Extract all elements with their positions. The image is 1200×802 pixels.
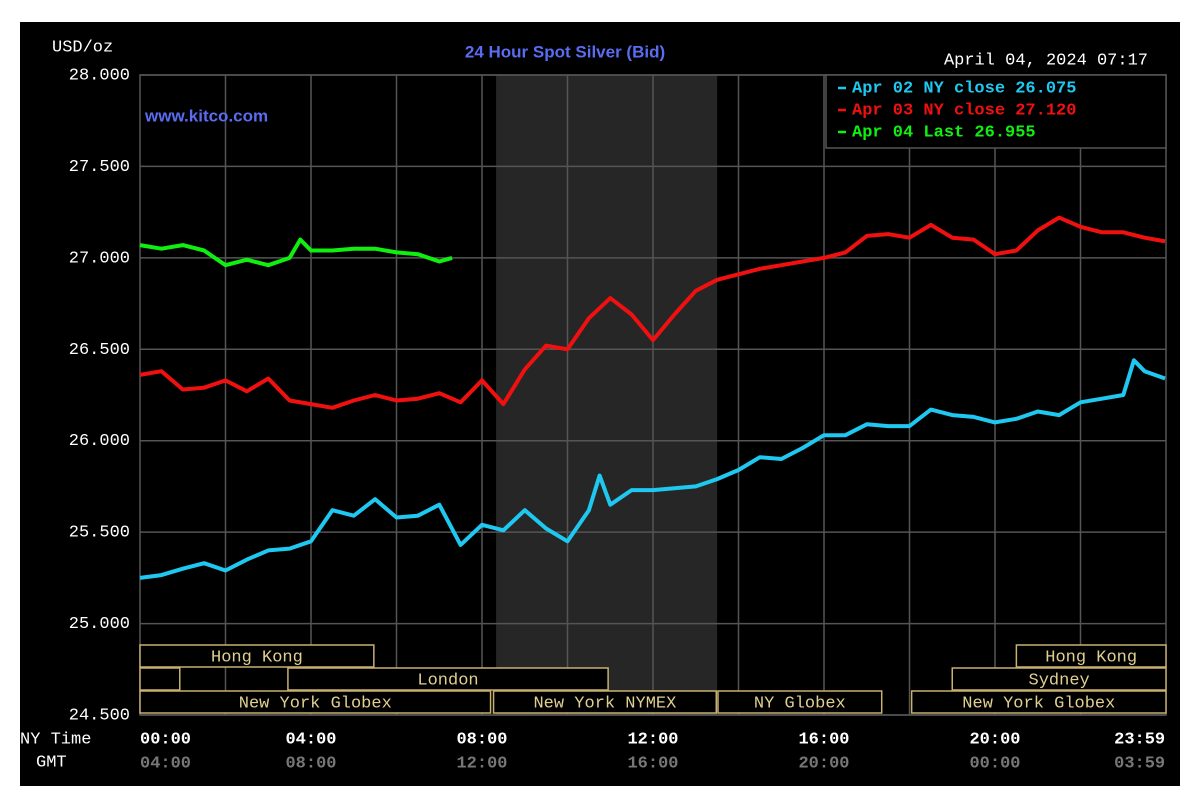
session-label: New York Globex (239, 694, 392, 713)
shaded-region (496, 75, 718, 715)
y-tick-label: 25.500 (69, 524, 130, 543)
session-box (139, 644, 375, 668)
chart-title: 24 Hour Spot Silver (Bid) (465, 42, 665, 61)
series-line (139, 237, 453, 268)
y-axis-label: USD/oz (52, 38, 113, 57)
session-label: Hong Kong (1045, 648, 1137, 667)
session-label: New York NYMEX (533, 694, 676, 713)
legend-box (825, 74, 1167, 149)
x-tick-label: 00:00 (140, 730, 191, 749)
session-box (1015, 644, 1167, 668)
session-box (139, 667, 181, 691)
x-tick-label: 04:00 (285, 730, 336, 749)
session-box (492, 690, 718, 714)
session-label: NY Globex (754, 694, 846, 713)
y-tick-label: 27.500 (69, 158, 130, 177)
x-tick-label: 12:00 (627, 730, 678, 749)
x2-tick-label: 12:00 (456, 754, 507, 773)
session-box (139, 690, 492, 714)
x2-tick-label: 20:00 (798, 754, 849, 773)
x2-axis-label: GMT (36, 753, 67, 772)
legend-label: Apr 03 NY close 27.120 (852, 101, 1076, 120)
x-tick-label: 20:00 (969, 730, 1020, 749)
plot-border (139, 74, 1167, 716)
x2-tick-label: 00:00 (969, 754, 1020, 773)
session-label: New York Globex (962, 694, 1115, 713)
y-tick-label: 26.500 (69, 341, 130, 360)
session-box (951, 667, 1167, 691)
session-label: London (417, 671, 478, 690)
session-box (910, 690, 1167, 714)
watermark: www.kitco.com (144, 106, 268, 125)
legend-label: Apr 04 Last 26.955 (852, 123, 1036, 142)
series-line (139, 358, 1166, 580)
y-tick-label: 27.000 (69, 249, 130, 268)
x-tick-label: 08:00 (456, 730, 507, 749)
x2-tick-label: 03:59 (1114, 754, 1165, 773)
session-box (287, 667, 609, 691)
y-tick-label: 25.000 (69, 615, 130, 634)
x-tick-label: 16:00 (798, 730, 849, 749)
session-label: Hong Kong (211, 648, 303, 667)
y-tick-label: 26.000 (69, 432, 130, 451)
y-tick-label: 28.000 (69, 66, 130, 85)
x2-tick-label: 04:00 (140, 754, 191, 773)
session-box (717, 690, 883, 714)
x2-tick-label: 08:00 (285, 754, 336, 773)
y-tick-label: 24.500 (69, 706, 130, 725)
x-tick-label: 23:59 (1114, 730, 1165, 749)
session-label: Sydney (1029, 671, 1090, 690)
legend-label: Apr 02 NY close 26.075 (852, 79, 1076, 98)
x-axis-label: NY Time (20, 730, 91, 749)
x2-tick-label: 16:00 (627, 754, 678, 773)
series-line (139, 215, 1166, 410)
timestamp: April 04, 2024 07:17 (944, 51, 1148, 70)
